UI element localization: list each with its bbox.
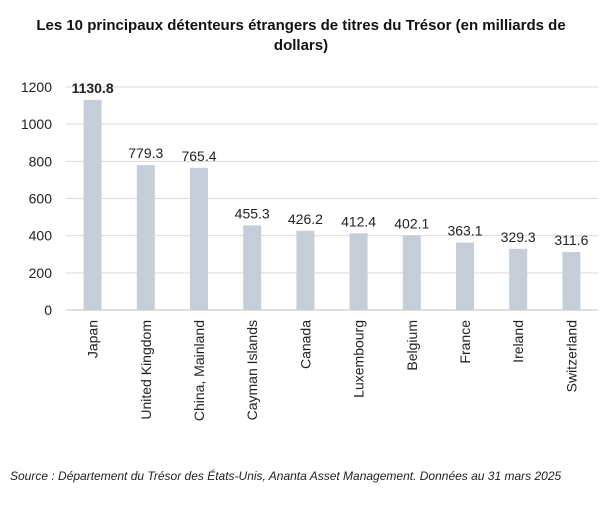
y-tick-label: 1200 [21, 79, 52, 95]
bar [296, 230, 315, 310]
data-label: 779.3 [128, 145, 163, 161]
x-tick-label: China, Mainland [191, 320, 207, 421]
bar [562, 252, 581, 310]
bar [349, 233, 368, 310]
bar-chart: 0 200 400 600 800 1000 1200 1130.8 779.3 765.4 45… [21, 79, 598, 421]
data-labels: 1130.8 779.3 765.4 455.3 426.2 412.4 402.1 363.… [72, 80, 589, 248]
bar [456, 242, 474, 310]
bar [243, 225, 262, 310]
y-tick-label: 200 [29, 265, 53, 281]
bar [83, 99, 102, 310]
y-tick-label: 0 [44, 302, 52, 318]
data-label: 329.3 [501, 229, 536, 245]
source-note: Source : Département du Trésor des États… [10, 469, 562, 483]
x-axis-ticks: Japan United Kingdom China, Mainland Cayman… [85, 320, 580, 421]
data-label: 412.4 [341, 213, 376, 229]
data-label: 363.1 [447, 223, 482, 239]
data-label: 1130.8 [72, 80, 114, 96]
data-label: 311.6 [554, 232, 588, 248]
bar [136, 165, 155, 310]
y-tick-label: 1000 [21, 116, 52, 132]
data-label: 402.1 [394, 215, 429, 231]
chart-title: Les 10 principaux détenteurs étrangers d… [36, 17, 566, 54]
x-tick-label: Switzerland [563, 320, 579, 392]
bar [509, 248, 528, 310]
y-tick-label: 400 [29, 228, 53, 244]
y-axis-ticks: 0 200 400 600 800 1000 1200 [21, 79, 52, 318]
data-label: 455.3 [235, 205, 270, 221]
x-tick-label: France [457, 320, 473, 364]
bars [83, 99, 581, 310]
x-tick-label: Belgium [404, 320, 420, 371]
x-tick-label: United Kingdom [138, 320, 154, 420]
x-tick-label: Luxembourg [351, 320, 367, 398]
data-label: 426.2 [288, 211, 323, 227]
bar [190, 167, 208, 310]
bar [402, 235, 421, 310]
y-tick-label: 600 [29, 191, 53, 207]
x-tick-label: Cayman Islands [244, 320, 260, 420]
data-label: 765.4 [181, 148, 216, 164]
x-tick-label: Japan [85, 320, 101, 358]
x-tick-label: Canada [297, 320, 313, 369]
y-tick-label: 800 [29, 153, 53, 169]
x-tick-label: Ireland [510, 320, 526, 363]
